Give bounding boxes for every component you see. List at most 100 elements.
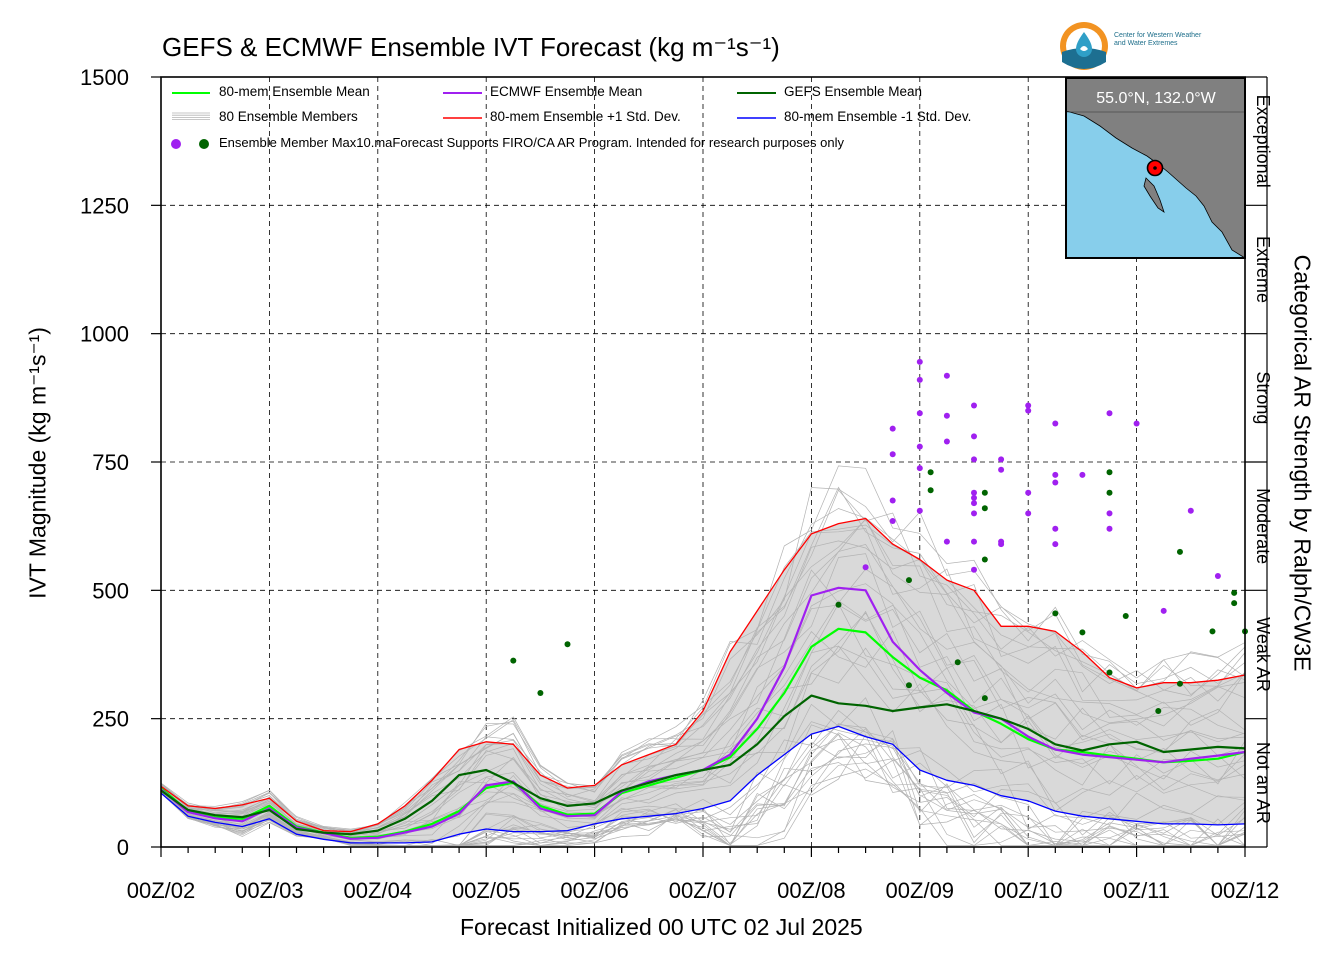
legend-swatches [171,92,776,149]
ecmwf-max-point [1079,471,1086,478]
cw3e-logo: Center for Western Weather and Water Ext… [1058,18,1258,74]
ecmwf-max-point [1025,407,1032,414]
gefs-max-point [927,487,934,494]
y-tick-label: 1250 [80,193,129,218]
series-line-3 [160,517,1246,833]
y-tick-label: 750 [92,450,129,475]
ecmwf-max-point [916,507,923,514]
inset-island [1143,177,1165,213]
ecmwf-max-point [889,425,896,432]
logo-line-2: and Water Extremes [1114,40,1178,47]
ecmwf-max-point [943,372,950,379]
gefs-max-point [905,682,912,689]
ecmwf-max-point [916,443,923,450]
ecmwf-max-point [998,541,1005,548]
gefs-max-point [981,556,988,563]
legend-gefs-dot [199,139,209,149]
ar-category-label: Moderate [1253,488,1273,564]
location-marker-center [1153,166,1157,170]
y-tick-label: 500 [92,578,129,603]
ar-categories: Not an AR Weak AR Moderate Strong Extreme Exc… [1253,95,1273,824]
inset-frame [1065,77,1246,259]
legend-plus-std: 80-mem Ensemble +1 Std. Dev. [490,109,681,124]
ecmwf-max-point [1160,607,1167,614]
ecmwf-max-point [998,456,1005,463]
gefs-max-point [1176,680,1183,687]
chart-title: GEFS & ECMWF Ensemble IVT Forecast (kg m… [162,32,780,62]
gefs-max-point [981,695,988,702]
gefs-max-point [927,469,934,476]
y-tick-label: 1000 [80,322,129,347]
ecmwf-max-point [862,564,869,571]
x-tick-label: 00Z/11 [1103,878,1170,903]
ecmwf-max-point [971,489,977,496]
gefs-max-point [1079,629,1086,636]
ecmwf-max-point [1133,420,1140,427]
legend-ecmwf: ECMWF Ensemble Mean [490,84,643,99]
inset-coordinates: 55.0°N, 132.0°W [1096,90,1216,107]
ecmwf-max-point [971,402,977,409]
x-tick-label: 00Z/02 [127,878,196,903]
ar-category-label: Not an AR [1253,742,1273,824]
gefs-max-point [835,601,842,608]
x-tick-label: 00Z/12 [1211,878,1280,903]
ecmwf-max-point [971,494,977,501]
gefs-max-point [537,690,544,696]
ecmwf-max-point [1025,402,1032,409]
legend-mean: 80-mem Ensemble Mean [219,84,370,99]
ensemble-member-line [160,487,1246,830]
cw3e-logo-icon [1060,22,1108,70]
legend-minus-std: 80-mem Ensemble -1 Std. Dev. [784,109,972,124]
ar-category-label: Exceptional [1253,95,1273,188]
x-tick-label: 00Z/10 [994,878,1063,903]
ecmwf-max-point [889,451,896,458]
ecmwf-max-point [971,500,977,507]
x-tick-label: 00Z/04 [344,878,413,903]
y-tick-label: 250 [92,707,129,732]
right-axis-label: Categorical AR Strength by Ralph/CW3E [1289,254,1316,672]
ensemble-member-line [160,738,1246,846]
ecmwf-max-point [998,466,1005,473]
ecmwf-max-point [1052,541,1059,548]
y-tick-label: 1500 [80,65,129,90]
ecmwf-max-point [1214,572,1221,579]
x-tick-label: 00Z/03 [235,878,304,903]
gefs-max-point [1106,489,1113,496]
inset-map [1065,77,1246,259]
gefs-max-point [981,489,988,496]
legend-ecmwf-dot [171,139,181,149]
spread-band [161,518,1245,843]
gefs-max-point [1231,589,1238,596]
gefs-max-point [1209,628,1216,635]
legend-gefs: GEFS Ensemble Mean [784,84,923,99]
ar-category-label: Weak AR [1253,617,1273,692]
ecmwf-max-point [1187,507,1194,514]
ecmwf-max-point [971,433,977,440]
gefs-max-point [1155,707,1162,714]
ar-category-label: Extreme [1253,236,1273,303]
gefs-max-point [1106,469,1113,476]
ecmwf-max-point [1025,489,1032,496]
std-dev-band [161,518,1245,843]
ecmwf-max-point [971,566,977,573]
gefs-max-point [1122,613,1129,619]
ecmwf-max-point [943,412,950,419]
ecmwf-max-point [889,518,896,525]
gefs-max-point [1106,669,1113,676]
gefs-max-point [1176,548,1183,555]
gefs-max-point [905,577,912,584]
x-tick-label: 00Z/06 [560,878,629,903]
ecmwf-max-point [971,456,977,463]
ecmwf-max-point [1052,479,1059,486]
axes [151,76,1268,857]
gefs-max-point [954,659,961,666]
ensemble-member-line [160,724,1246,846]
ecmwf-max-point [1052,525,1059,532]
gefs-max-point [1052,610,1059,617]
ecmwf-max-point [1025,510,1032,517]
series-lines [160,517,1246,844]
ecmwf-max-point [889,497,896,504]
gefs-max-point [564,641,571,648]
inset-land [1065,77,1246,259]
